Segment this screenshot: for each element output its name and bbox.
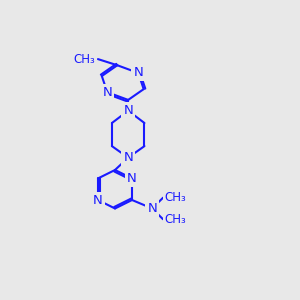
Text: N: N xyxy=(123,151,133,164)
Text: N: N xyxy=(102,86,112,99)
Text: CH₃: CH₃ xyxy=(165,191,186,204)
Text: CH₃: CH₃ xyxy=(74,52,96,66)
Text: N: N xyxy=(134,67,143,80)
Text: CH₃: CH₃ xyxy=(165,213,186,226)
Text: N: N xyxy=(147,202,157,215)
Text: N: N xyxy=(93,194,103,206)
Text: N: N xyxy=(123,104,133,117)
Text: N: N xyxy=(127,172,137,185)
